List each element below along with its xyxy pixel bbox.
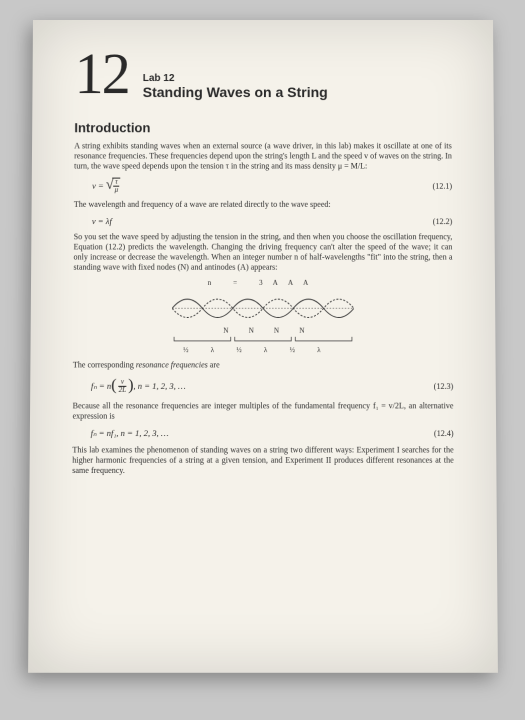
n-label: n = 3 (207, 279, 272, 287)
antinode-label: A (272, 279, 287, 287)
half-lambda: ½λ (183, 346, 236, 354)
intro-paragraph-5: Because all the resonance frequencies ar… (72, 401, 453, 421)
eq1-number: (12.1) (432, 181, 451, 190)
half-lambda: ½λ (236, 346, 289, 354)
equation-12-4: fₙ = nf₁, n = 1, 2, 3, … (12.4) (90, 428, 453, 439)
lab-page: 12 Lab 12 Standing Waves on a String Int… (28, 20, 498, 673)
antinode-label: A (303, 279, 318, 287)
bracket-svg (172, 337, 354, 345)
eq1-lhs: v = (92, 181, 104, 191)
eq3-number: (12.3) (433, 381, 453, 390)
intro-paragraph-2: The wavelength and frequency of a wave a… (73, 200, 451, 210)
node-label: N (223, 327, 248, 335)
title-block: Lab 12 Standing Waves on a String (142, 73, 327, 100)
diagram-node-labels: NNNN (73, 327, 453, 335)
equation-12-1: v = τ μ (12.1) (92, 178, 452, 194)
intro-paragraph-1: A string exhibits standing waves when an… (74, 142, 452, 172)
lab-label: Lab 12 (142, 73, 327, 84)
eq4-expr: fₙ = nf₁, n = 1, 2, 3, … (90, 428, 168, 439)
header-block: 12 Lab 12 Standing Waves on a String (74, 48, 451, 100)
res-label: The corresponding (72, 360, 135, 369)
eq4-number: (12.4) (433, 429, 453, 438)
eq1-num-bot: μ (112, 187, 120, 194)
antinode-label: A (287, 279, 302, 287)
eq3-lhs: fₙ = n (90, 380, 110, 391)
lab-title: Standing Waves on a String (142, 84, 327, 100)
eq2-expr: v = λf (91, 216, 111, 226)
intro-paragraph-6: This lab examines the phenomenon of stan… (72, 445, 454, 476)
res-em: resonance frequencies (135, 360, 207, 369)
node-label: N (248, 327, 273, 335)
intro-paragraph-3: So you set the wave speed by adjusting t… (73, 232, 452, 273)
half-lambda-labels: ½λ½λ½λ (72, 346, 452, 354)
node-label: N (299, 327, 324, 335)
resonance-line: The corresponding resonance frequencies … (72, 360, 452, 370)
standing-wave-diagram: n = 3AAA NNNN ½λ½λ½λ (72, 279, 452, 354)
eq3-bot: 2L (116, 387, 128, 394)
chapter-number: 12 (74, 48, 128, 100)
half-lambda: ½λ (289, 346, 342, 354)
eq3-tail: , n = 1, 2, 3, … (133, 381, 185, 391)
res-tail: are (207, 360, 219, 369)
section-heading-intro: Introduction (74, 120, 451, 135)
equation-12-2: v = λf (12.2) (91, 216, 451, 226)
eq2-number: (12.2) (432, 217, 452, 226)
equation-12-3: fₙ = n ( v 2L ) , n = 1, 2, 3, … (12.3) (90, 377, 452, 395)
sqrt-icon: τ μ (105, 178, 119, 194)
diagram-top-labels: n = 3AAA (73, 279, 452, 287)
wave-svg (172, 288, 354, 329)
node-label: N (273, 327, 298, 335)
